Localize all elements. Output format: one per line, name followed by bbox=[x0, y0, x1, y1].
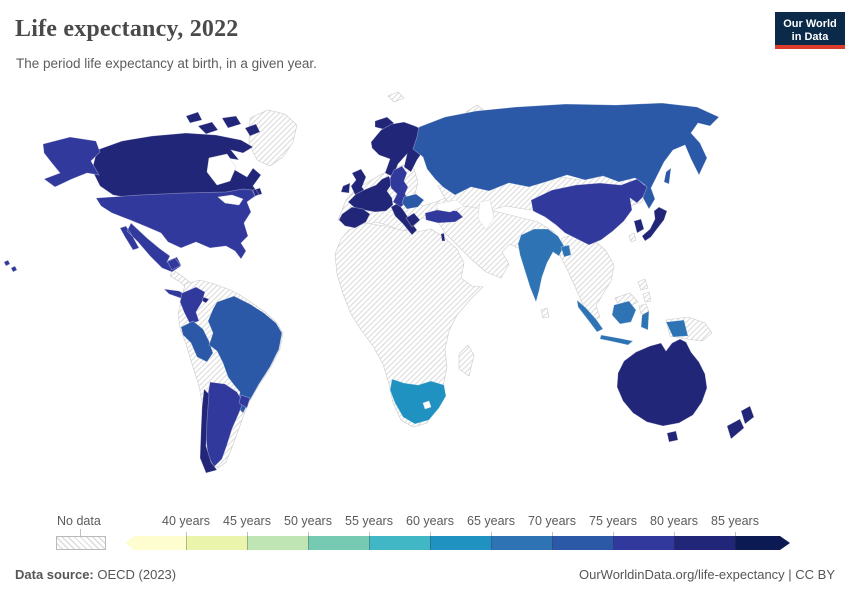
legend-tick-line bbox=[308, 532, 309, 550]
map-country-uruguay[interactable] bbox=[238, 394, 251, 409]
legend-bin-65-70[interactable] bbox=[491, 536, 552, 550]
legend-tick-label: 45 years bbox=[223, 514, 271, 528]
world-map bbox=[3, 91, 755, 474]
map-region-malaysia-borneo-nodata[interactable] bbox=[614, 292, 639, 307]
legend-tick-line bbox=[552, 532, 553, 550]
legend-bin-55-60[interactable] bbox=[369, 536, 430, 550]
legend-color-bar[interactable] bbox=[125, 532, 790, 550]
black-sea bbox=[435, 199, 465, 213]
legend-tick-line bbox=[247, 532, 248, 550]
legend-tick-label: 50 years bbox=[284, 514, 332, 528]
legend-tick-label: 75 years bbox=[589, 514, 637, 528]
legend-no-data-tick bbox=[80, 529, 81, 536]
legend-tick-line bbox=[613, 532, 614, 550]
map-country-united-states[interactable] bbox=[3, 136, 256, 273]
legend-bin->85[interactable] bbox=[735, 536, 790, 550]
map-country-japan[interactable] bbox=[641, 206, 668, 242]
credit-link[interactable]: OurWorldinData.org/life-expectancy | CC … bbox=[578, 567, 835, 582]
map-country-romania-bulgaria[interactable] bbox=[401, 193, 425, 210]
legend-tick-line bbox=[369, 532, 370, 550]
map-country-india[interactable] bbox=[517, 228, 565, 304]
map-country-ireland[interactable] bbox=[340, 182, 351, 194]
map-country-mexico[interactable] bbox=[119, 222, 182, 273]
map-country-indonesia[interactable] bbox=[576, 299, 689, 346]
hudson-bay bbox=[206, 153, 237, 186]
legend-tick-line bbox=[674, 532, 675, 550]
owid-logo[interactable]: Our World in Data bbox=[775, 12, 845, 49]
map-country-chile[interactable] bbox=[199, 388, 218, 474]
map-country-new-zealand[interactable] bbox=[726, 405, 755, 440]
legend-bin-<40[interactable] bbox=[125, 536, 186, 550]
map-region-taiwan-nodata[interactable] bbox=[628, 232, 637, 243]
lesotho-hole bbox=[422, 400, 432, 410]
legend-tick-label: 65 years bbox=[467, 514, 515, 528]
map-country-south-korea[interactable] bbox=[633, 218, 645, 234]
map-country-greece[interactable] bbox=[405, 212, 421, 228]
map-region-sri-lanka-nodata[interactable] bbox=[540, 307, 550, 319]
map-region-madagascar-nodata[interactable] bbox=[458, 344, 475, 377]
map-country-china[interactable] bbox=[530, 178, 648, 246]
map-country-peru[interactable] bbox=[180, 320, 214, 363]
map-country-australia[interactable] bbox=[616, 338, 708, 443]
great-lakes bbox=[217, 194, 244, 206]
page-title: Life expectancy, 2022 bbox=[15, 16, 239, 42]
legend-tick-label: 80 years bbox=[650, 514, 698, 528]
legend-bin-70-75[interactable] bbox=[552, 536, 613, 550]
legend-no-data-swatch[interactable] bbox=[56, 536, 106, 550]
legend-bin-45-50[interactable] bbox=[247, 536, 308, 550]
legend-tick-line bbox=[491, 532, 492, 550]
owid-logo-line1: Our World bbox=[783, 18, 837, 30]
map-country-iberia[interactable] bbox=[338, 206, 371, 229]
map-country-israel[interactable] bbox=[440, 232, 446, 242]
map-country-bangladesh[interactable] bbox=[560, 244, 572, 258]
legend-bin-40-45[interactable] bbox=[186, 536, 247, 550]
map-region-africa-nodata[interactable] bbox=[334, 222, 484, 428]
data-source-value: OECD (2023) bbox=[93, 567, 177, 582]
map-country-colombia[interactable] bbox=[179, 286, 206, 325]
page-subtitle: The period life expectancy at birth, in … bbox=[16, 56, 317, 71]
legend-tick-label: 40 years bbox=[162, 514, 210, 528]
legend-no-data-label: No data bbox=[57, 514, 101, 528]
map-country-western-europe[interactable] bbox=[347, 175, 394, 213]
data-source-label: Data source: bbox=[15, 567, 94, 582]
map-region-middle-east-nodata[interactable] bbox=[437, 205, 559, 279]
legend-tick-label: 70 years bbox=[528, 514, 576, 528]
legend-bin-75-80[interactable] bbox=[613, 536, 674, 550]
map-country-canada[interactable] bbox=[91, 111, 263, 204]
map-region-svalbard-nodata[interactable] bbox=[387, 91, 405, 103]
map-country-russia[interactable] bbox=[412, 102, 720, 210]
map-country-south-africa[interactable] bbox=[389, 378, 447, 425]
map-region-greenland-nodata[interactable] bbox=[248, 109, 298, 167]
legend-tick-line bbox=[430, 532, 431, 550]
legend-tick-label: 85 years bbox=[711, 514, 759, 528]
data-source: Data source: OECD (2023) bbox=[15, 567, 176, 582]
legend-bin-80-85[interactable] bbox=[674, 536, 735, 550]
legend-bin-50-55[interactable] bbox=[308, 536, 369, 550]
map-region-se-asia-nodata[interactable] bbox=[558, 233, 615, 322]
legend-tick-line bbox=[186, 532, 187, 550]
owid-logo-line2: in Data bbox=[791, 31, 829, 43]
legend-bin-60-65[interactable] bbox=[430, 536, 491, 550]
map-region-philippines-nodata[interactable] bbox=[637, 278, 652, 315]
legend-tick-label: 55 years bbox=[345, 514, 393, 528]
map-country-scandinavia[interactable] bbox=[370, 121, 429, 178]
legend-tick-line bbox=[735, 532, 736, 550]
caspian-sea bbox=[477, 199, 495, 231]
legend-tick-label: 60 years bbox=[406, 514, 454, 528]
